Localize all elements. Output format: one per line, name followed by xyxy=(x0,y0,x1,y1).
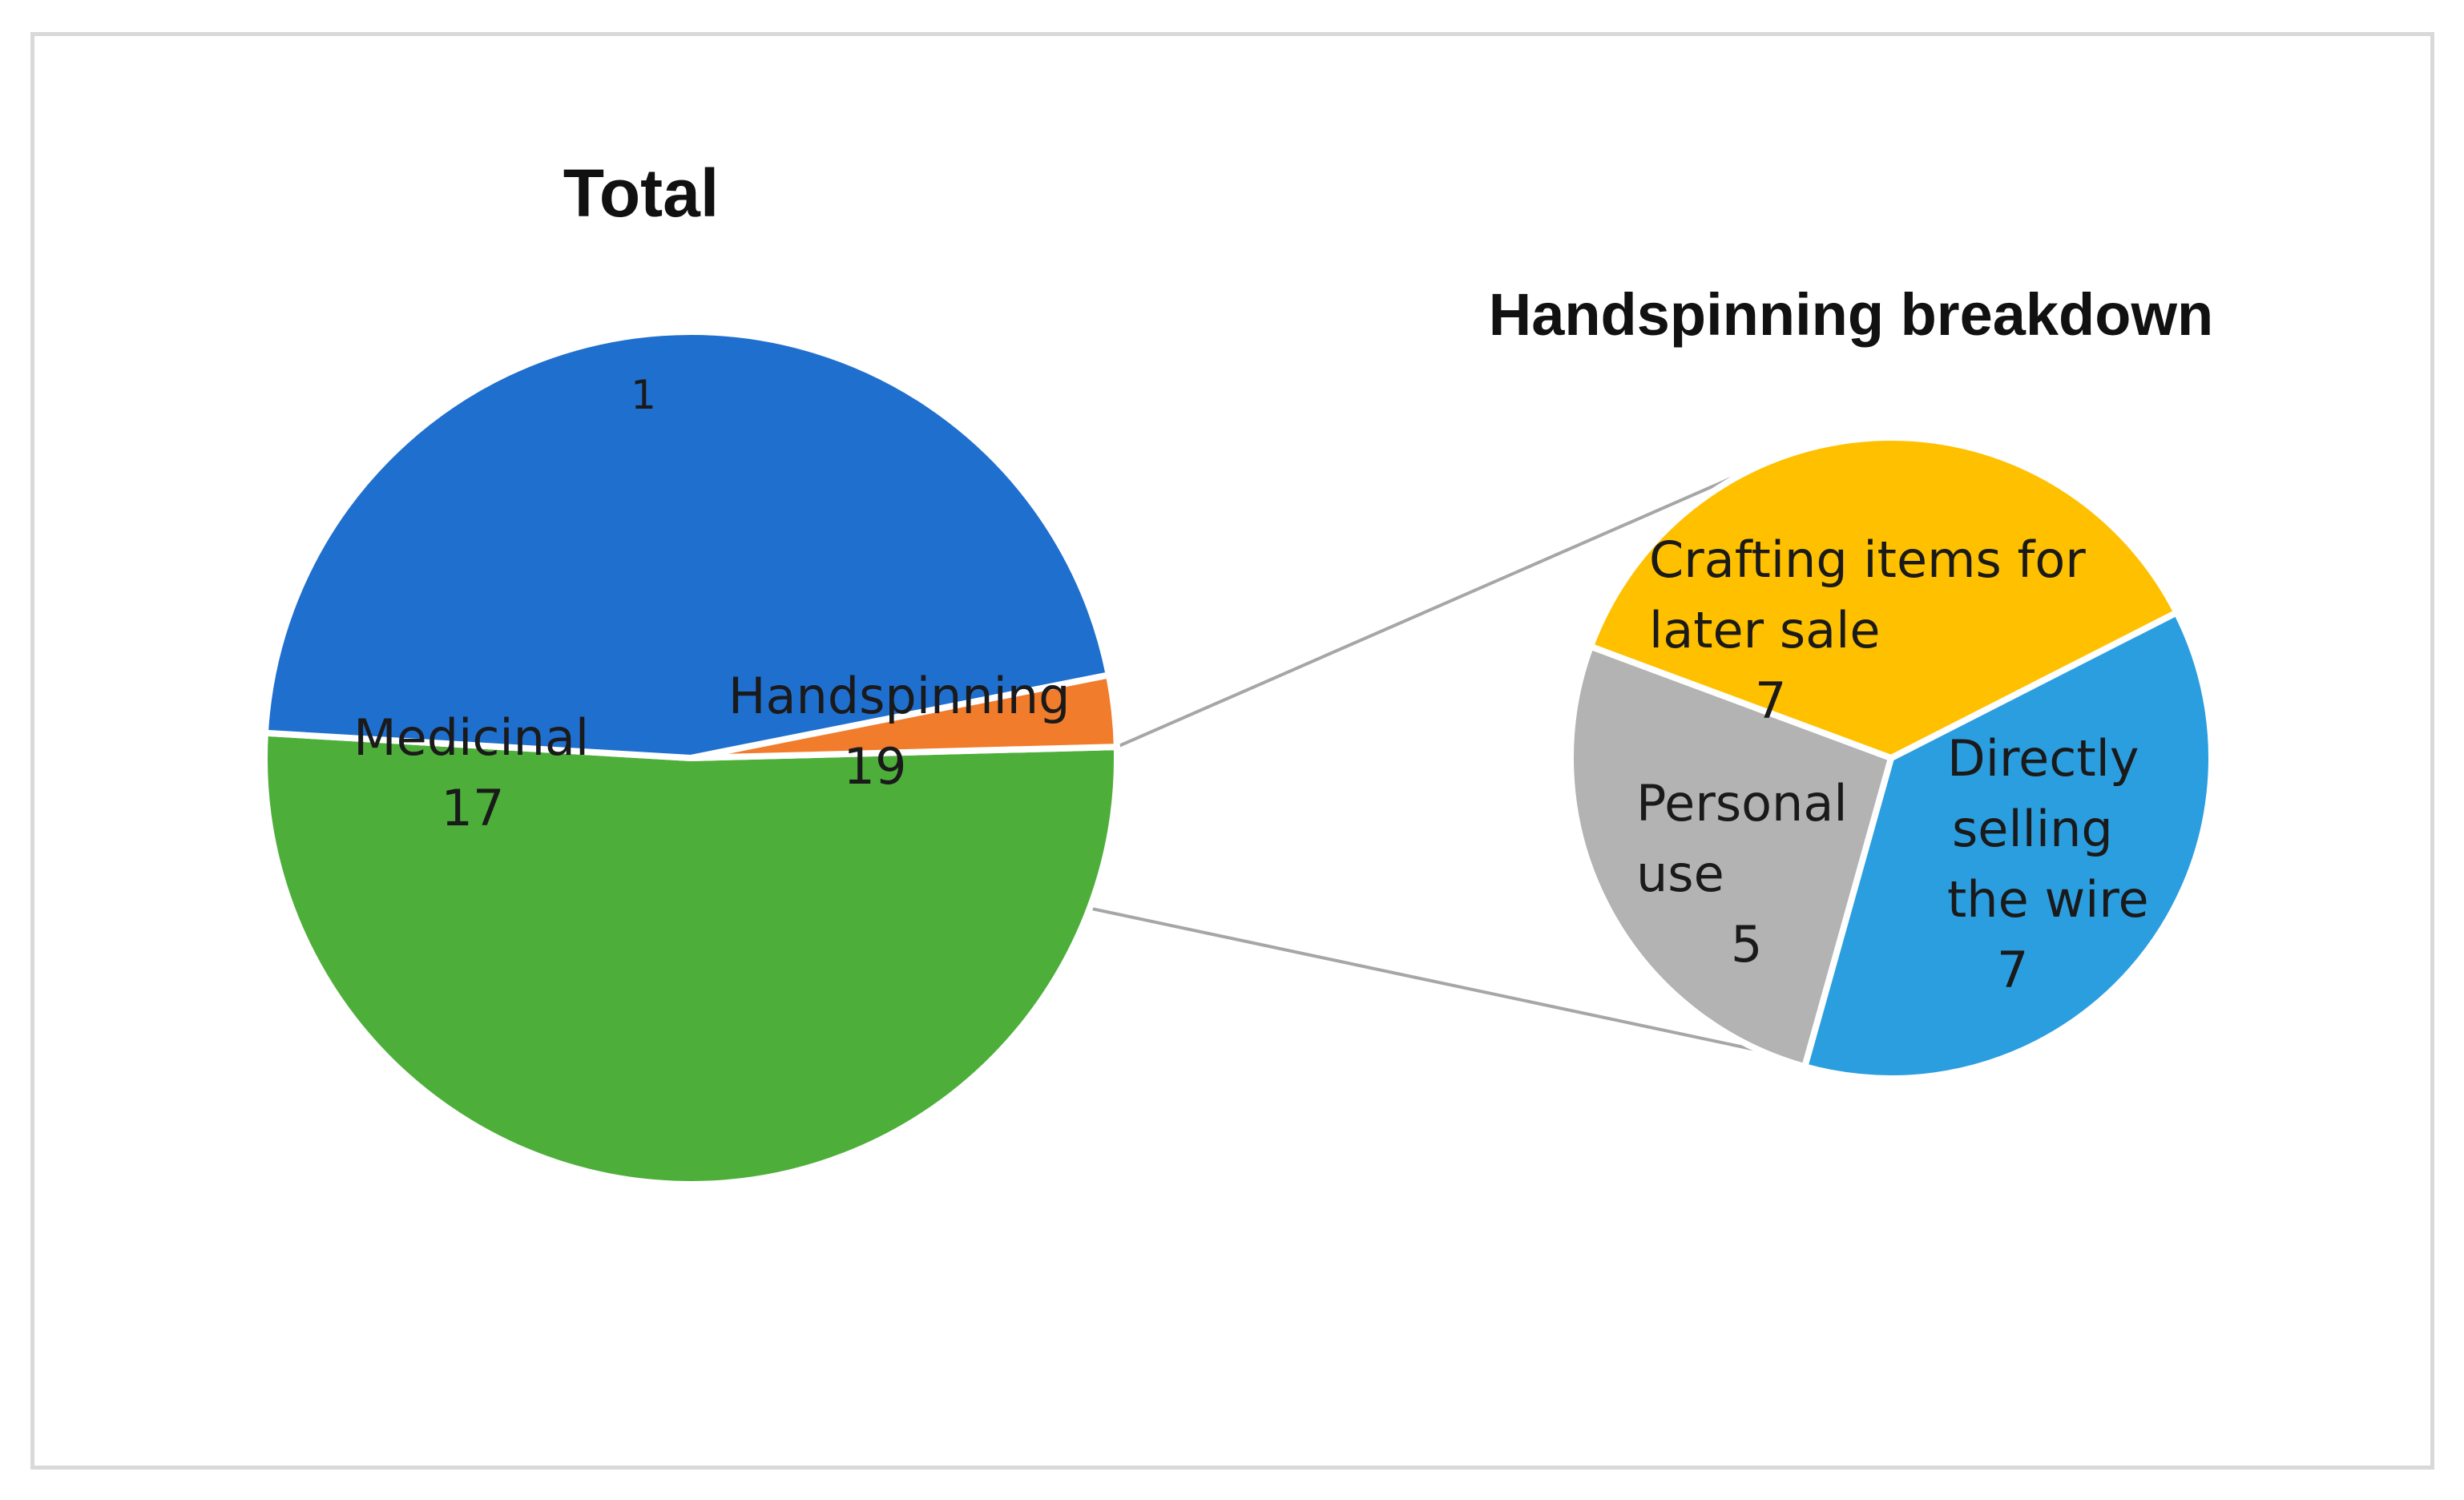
svg-text:Crafting items for later s: Crafting items for later sale 7 xyxy=(1649,530,2101,730)
total-title: Total xyxy=(563,155,719,231)
slice-label-medicinal: Medicinal xyxy=(353,708,589,767)
slice-value-crafting: 7 xyxy=(1755,671,1786,730)
total-slice-2 xyxy=(688,671,1120,761)
slice-value-personal: 5 xyxy=(1731,915,1762,974)
slice-label-personal-line2: use xyxy=(1636,845,1724,903)
slice-value-medicinal: 17 xyxy=(442,779,505,837)
total-pie xyxy=(261,329,1120,1188)
slice-label-crafting-line2: later sale xyxy=(1649,601,1881,659)
total-slice-0 xyxy=(261,729,1120,1188)
total-slice-1 xyxy=(261,329,1112,761)
breakdown-pie xyxy=(1567,434,2215,1082)
svg-text:Handspinning 19: Handspinning 19 xyxy=(728,667,1086,796)
breakdown-slice-2 xyxy=(1587,434,2180,761)
breakdown-title: Handspinning breakdown xyxy=(1489,281,2213,348)
svg-text:Personal use 5: Personal use 5 xyxy=(1636,774,1863,974)
breakdown-slice-1 xyxy=(1567,643,1894,1071)
slice-label-crafting: Crafting items for xyxy=(1649,530,2086,589)
slice-label-directly-line2: selling xyxy=(1952,800,2113,858)
slice-label-personal: Personal xyxy=(1636,774,1848,833)
connector-top xyxy=(1116,459,1772,748)
slice-value-other: 1 xyxy=(631,372,656,418)
svg-text:Directly selling the w: Directly selling the wire 7 xyxy=(1947,729,2164,999)
slice-value-handspinning: 19 xyxy=(844,737,907,796)
svg-text:Medicinal 17: Medicinal 17 xyxy=(353,708,605,837)
slice-value-directly: 7 xyxy=(1997,941,2028,999)
slice-label-directly-line3: the wire xyxy=(1947,870,2149,929)
breakdown-slice-0 xyxy=(1801,609,2215,1082)
slice-label-directly: Directly xyxy=(1947,729,2139,788)
slice-label-handspinning: Handspinning xyxy=(728,667,1071,725)
